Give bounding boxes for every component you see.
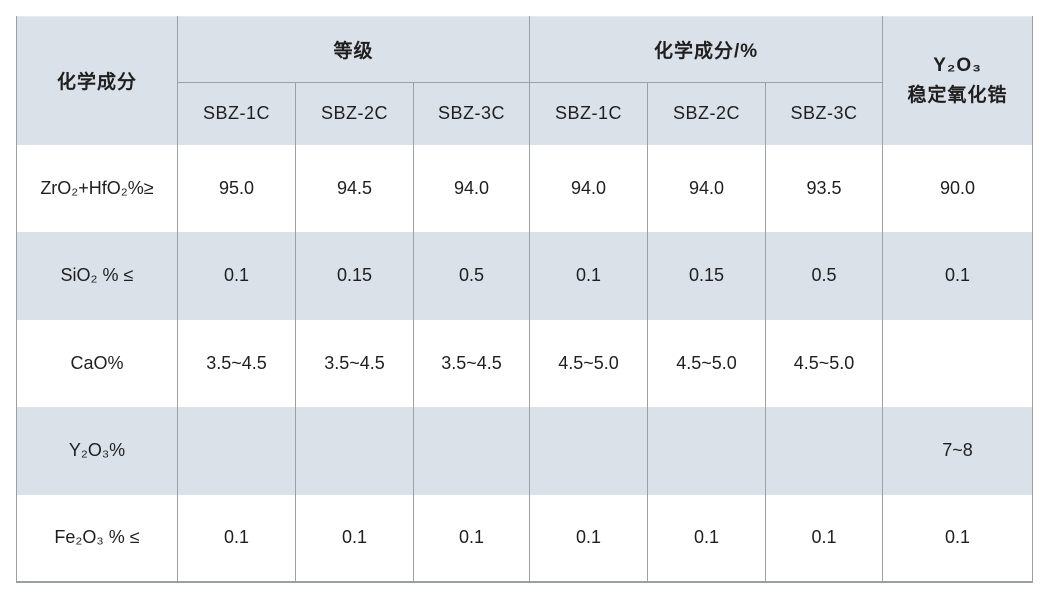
- cell-value: 0.1: [177, 494, 296, 582]
- cell-value: 0.5: [765, 232, 884, 320]
- cell-value: [765, 407, 884, 495]
- header-grade-sbz-1c: SBZ-1C: [177, 82, 296, 145]
- cell-value: 3.5~4.5: [177, 319, 296, 407]
- table-row-cao: CaO% 3.5~4.5 3.5~4.5 3.5~4.5 4.5~5.0 4.5…: [16, 319, 1034, 407]
- cell-value: 0.15: [647, 232, 767, 320]
- cell-value: 94.0: [412, 144, 531, 232]
- cell-value: [295, 407, 414, 495]
- cell-value: [529, 407, 649, 495]
- cell-value: 4.5~5.0: [647, 319, 767, 407]
- header-row-groups: 化学成分 等级 化学成分/% Y₂O₃ 稳定氧化锆: [16, 16, 1034, 145]
- cell-value: 0.15: [295, 232, 414, 320]
- row-label-fe2o3: Fe₂O₃ % ≤: [16, 494, 178, 582]
- cell-value: 0.1: [882, 494, 1034, 582]
- cell-value: 7~8: [882, 407, 1034, 495]
- table-row-zro2-hfo2: ZrO₂+HfO₂%≥ 95.0 94.5 94.0 94.0 94.0 93.…: [16, 144, 1034, 232]
- cell-value: 3.5~4.5: [412, 319, 531, 407]
- header-chem-sbz-1c: SBZ-1C: [529, 82, 649, 145]
- cell-value: 0.1: [882, 232, 1034, 320]
- table-row-sio2: SiO₂ % ≤ 0.1 0.15 0.5 0.1 0.15 0.5 0.1: [16, 232, 1034, 320]
- header-grade-group: 等级: [176, 16, 531, 83]
- header-chem-sbz-2c: SBZ-2C: [647, 82, 767, 145]
- cell-value: 94.5: [295, 144, 414, 232]
- cell-value: [177, 407, 296, 495]
- cell-value: 94.0: [647, 144, 767, 232]
- cell-value: [882, 319, 1034, 407]
- header-yttria-stabilized-zirconia: Y₂O₃ 稳定氧化锆: [882, 16, 1034, 145]
- cell-value: 4.5~5.0: [765, 319, 884, 407]
- cell-value: 94.0: [529, 144, 649, 232]
- cell-value: 0.1: [529, 494, 649, 582]
- cell-value: 0.1: [177, 232, 296, 320]
- cell-value: 0.1: [412, 494, 531, 582]
- row-label-cao: CaO%: [16, 319, 178, 407]
- table-row-y2o3: Y₂O₃% 7~8: [16, 407, 1034, 495]
- header-chemical-composition: 化学成分: [16, 16, 178, 145]
- cell-value: 0.1: [295, 494, 414, 582]
- table-row-fe2o3: Fe₂O₃ % ≤ 0.1 0.1 0.1 0.1 0.1 0.1 0.1: [16, 494, 1034, 582]
- row-label-sio2: SiO₂ % ≤: [16, 232, 178, 320]
- cell-value: 0.1: [529, 232, 649, 320]
- header-yttria-label: 稳定氧化锆: [907, 84, 1008, 106]
- cell-value: 3.5~4.5: [295, 319, 414, 407]
- header-yttria-formula: Y₂O₃: [933, 54, 982, 76]
- header-chem-sbz-3c: SBZ-3C: [765, 82, 884, 145]
- header-grade-sbz-2c: SBZ-2C: [295, 82, 414, 145]
- cell-value: [647, 407, 767, 495]
- cell-value: 4.5~5.0: [529, 319, 649, 407]
- cell-value: [412, 407, 531, 495]
- chemical-composition-table: 化学成分 等级 化学成分/% Y₂O₃ 稳定氧化锆 SBZ-1C SBZ-2C …: [16, 16, 1034, 583]
- cell-value: 90.0: [882, 144, 1034, 232]
- header-row-subcols: SBZ-1C SBZ-2C SBZ-3C SBZ-1C SBZ-2C SBZ-3…: [17, 82, 1033, 145]
- cell-value: 93.5: [765, 144, 884, 232]
- row-label-zro2-hfo2: ZrO₂+HfO₂%≥: [16, 144, 178, 232]
- cell-value: 0.1: [765, 494, 884, 582]
- header-grade-sbz-3c: SBZ-3C: [412, 82, 531, 145]
- cell-value: 95.0: [177, 144, 296, 232]
- cell-value: 0.1: [647, 494, 767, 582]
- cell-value: 0.5: [412, 232, 531, 320]
- header-chem-percent-group: 化学成分/%: [529, 16, 884, 83]
- row-label-y2o3: Y₂O₃%: [16, 407, 178, 495]
